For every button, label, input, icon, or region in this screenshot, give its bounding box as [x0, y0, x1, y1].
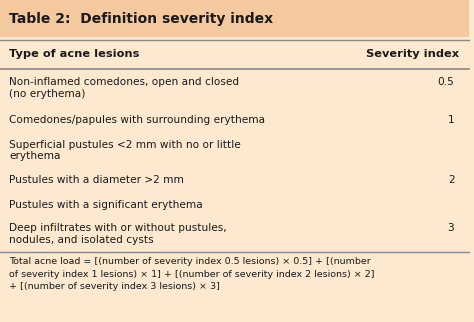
Text: Severity index: Severity index: [366, 49, 459, 60]
Text: Comedones/papules with surrounding erythema: Comedones/papules with surrounding eryth…: [9, 115, 265, 126]
Text: of severity index 1 lesions) × 1] + [(number of severity index 2 lesions) × 2]: of severity index 1 lesions) × 1] + [(nu…: [9, 270, 375, 279]
FancyBboxPatch shape: [0, 0, 468, 37]
Text: nodules, and isolated cysts: nodules, and isolated cysts: [9, 235, 154, 245]
Text: 1: 1: [448, 115, 455, 126]
Text: (no erythema): (no erythema): [9, 89, 86, 99]
Text: 0.5: 0.5: [438, 77, 455, 87]
Text: Total acne load = [(number of severity index 0.5 lesions) × 0.5] + [(number: Total acne load = [(number of severity i…: [9, 257, 371, 266]
Text: Superficial pustules <2 mm with no or little: Superficial pustules <2 mm with no or li…: [9, 139, 241, 150]
Text: Deep infiltrates with or without pustules,: Deep infiltrates with or without pustule…: [9, 223, 227, 233]
Text: 2: 2: [448, 175, 455, 185]
Text: Pustules with a significant erythema: Pustules with a significant erythema: [9, 200, 203, 210]
Text: 3: 3: [448, 223, 455, 233]
Text: Non-inflamed comedones, open and closed: Non-inflamed comedones, open and closed: [9, 77, 239, 87]
Text: Pustules with a diameter >2 mm: Pustules with a diameter >2 mm: [9, 175, 184, 185]
Text: Type of acne lesions: Type of acne lesions: [9, 49, 140, 60]
Text: erythema: erythema: [9, 151, 61, 162]
Text: Table 2:  Definition severity index: Table 2: Definition severity index: [9, 12, 273, 25]
Text: + [(number of severity index 3 lesions) × 3]: + [(number of severity index 3 lesions) …: [9, 282, 220, 291]
